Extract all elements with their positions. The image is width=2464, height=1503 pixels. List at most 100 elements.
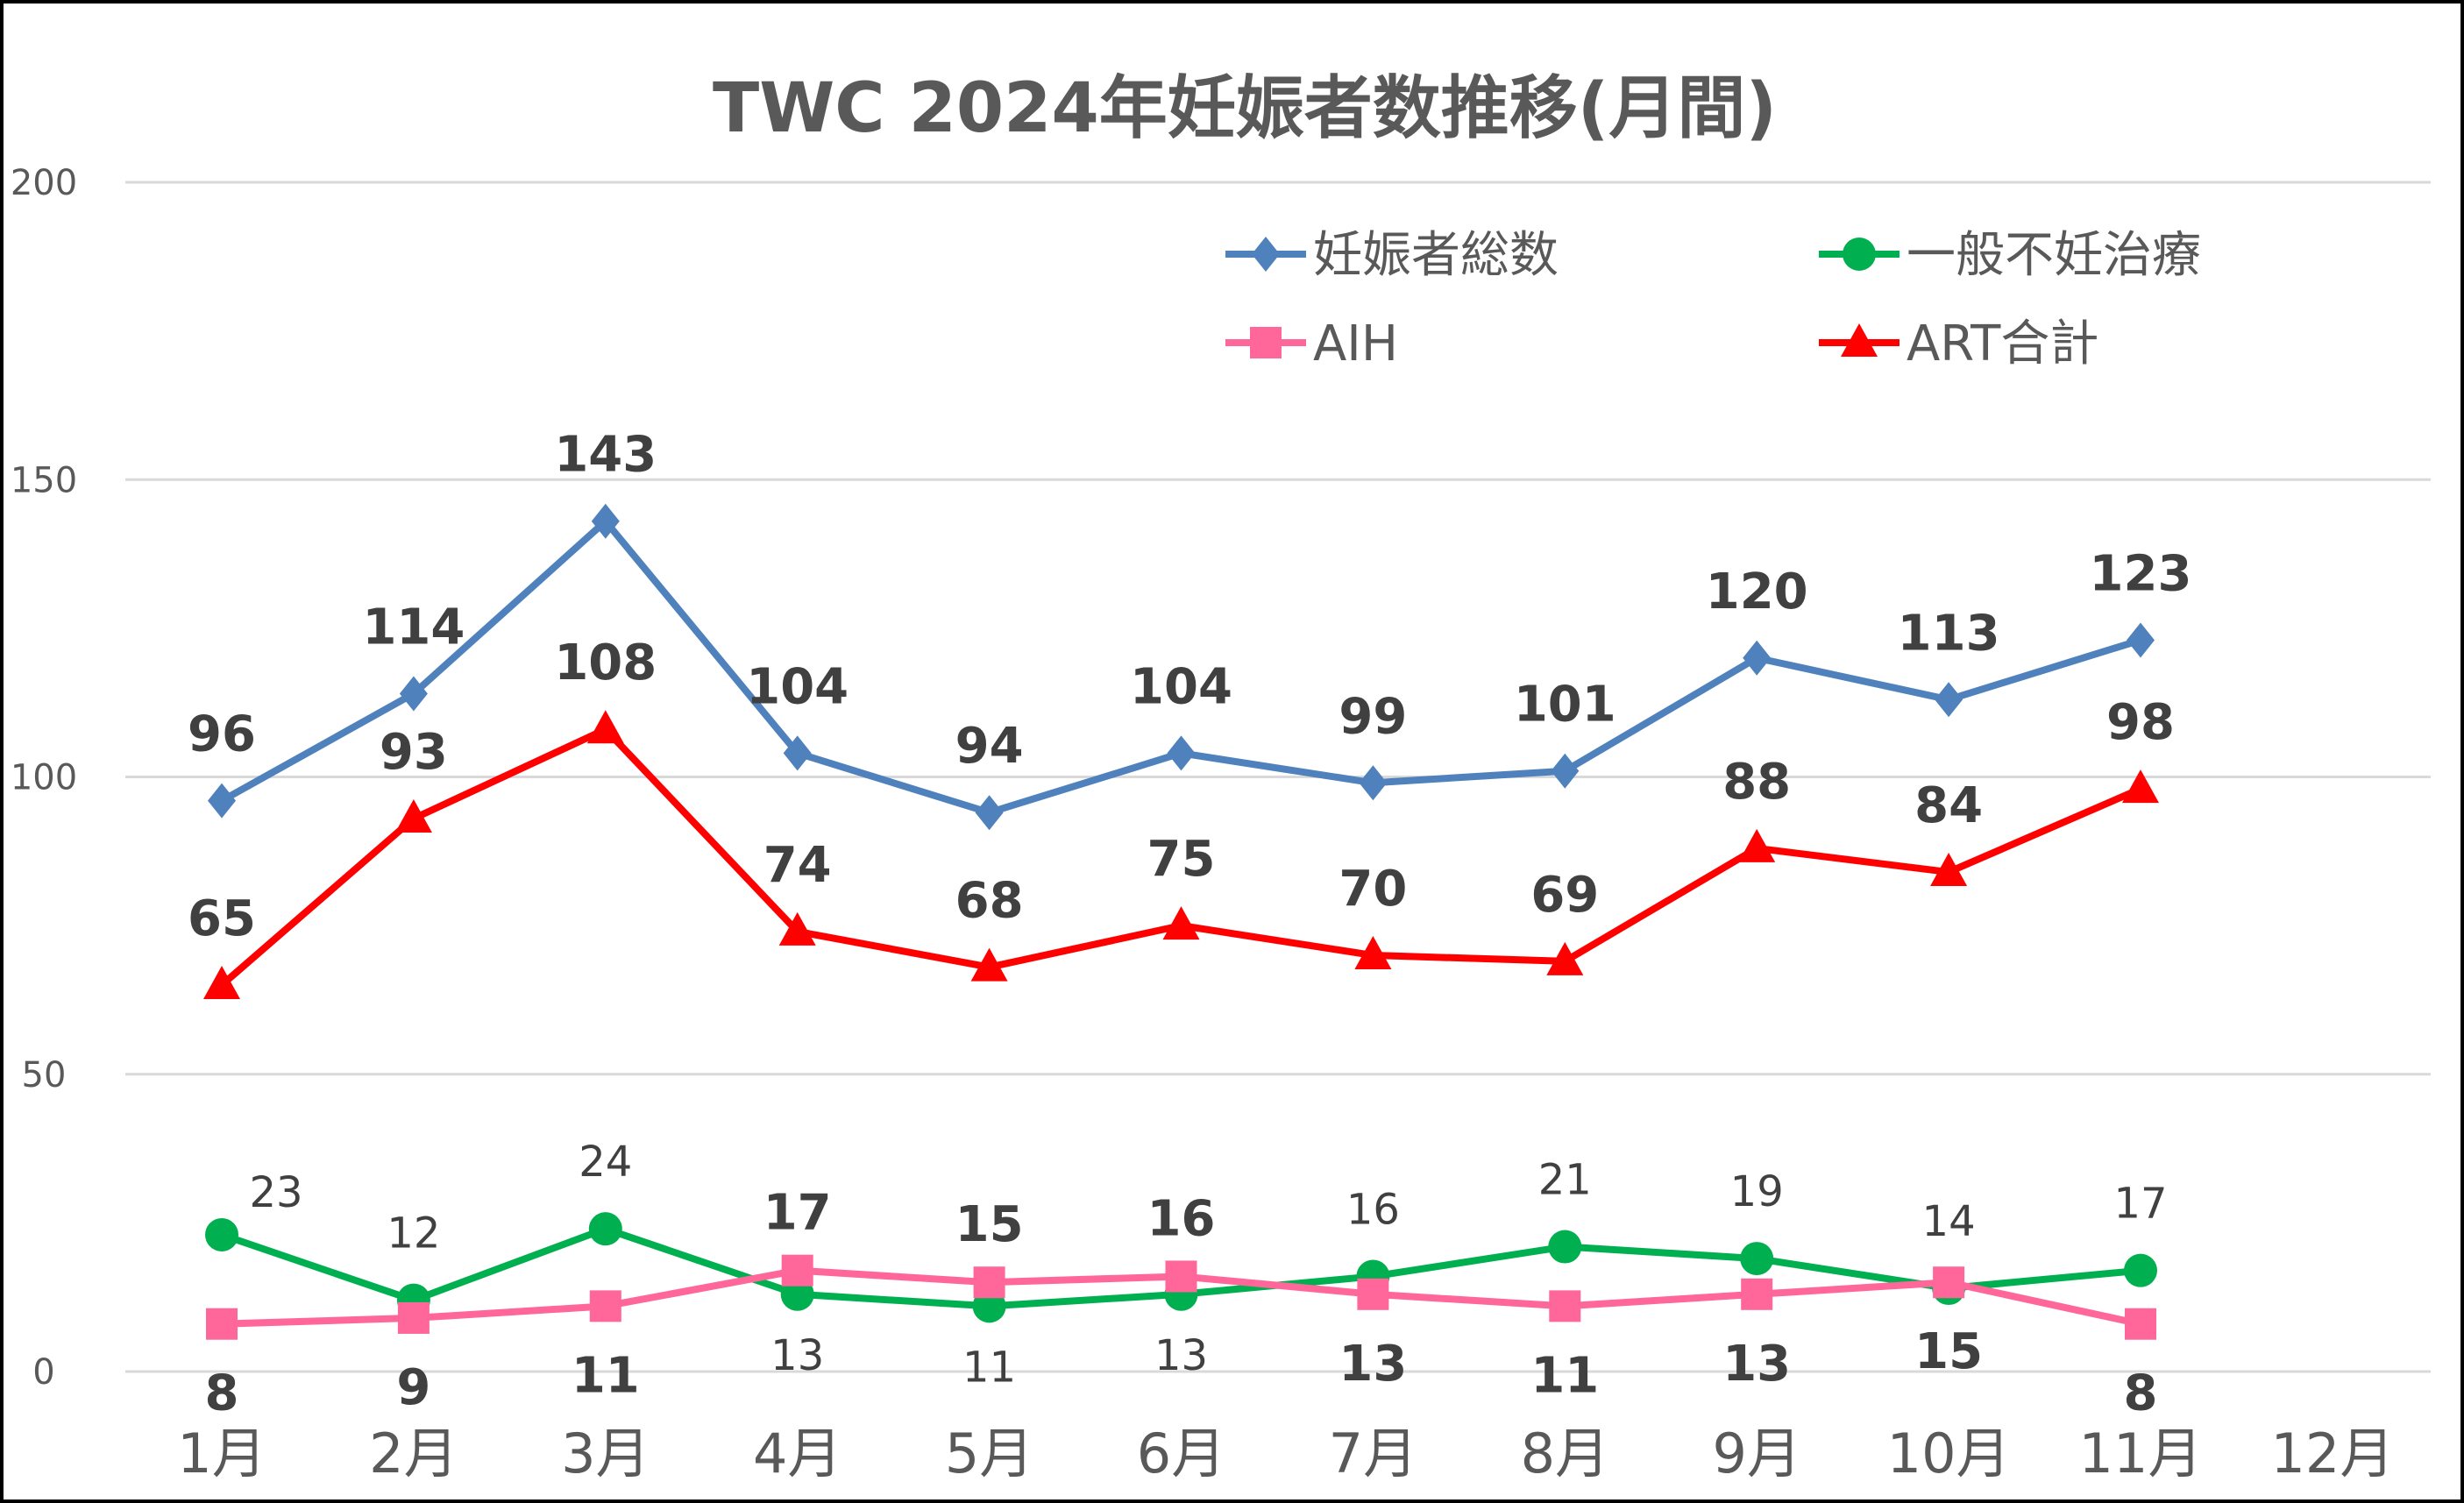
data-point-diamond: [975, 795, 1004, 831]
data-label: 108: [554, 635, 657, 691]
data-point-diamond: [1359, 765, 1388, 801]
x-tick-label: 6月: [1137, 1421, 1225, 1485]
data-label: 15: [1914, 1323, 1983, 1380]
y-tick-label: 0: [32, 1352, 54, 1393]
data-point-diamond: [399, 676, 428, 712]
data-point-square: [1549, 1290, 1581, 1322]
x-tick-label: 7月: [1329, 1421, 1417, 1485]
x-tick-label: 8月: [1521, 1421, 1609, 1485]
data-label: 9: [396, 1359, 430, 1416]
data-label: 12: [387, 1209, 440, 1258]
data-point-square: [1357, 1278, 1389, 1310]
data-point-square: [1933, 1266, 1965, 1299]
data-point-diamond: [783, 735, 812, 771]
data-point-triangle: [394, 798, 432, 833]
legend-entry: 一般不妊治療: [1819, 227, 2201, 284]
data-label: 13: [770, 1331, 824, 1380]
data-point-diamond: [208, 783, 236, 819]
y-tick-label: 50: [22, 1055, 67, 1095]
data-point-diamond: [591, 503, 620, 539]
legend-entry: ART合計: [1819, 315, 2098, 372]
legend-label: 一般不妊治療: [1907, 227, 2201, 284]
data-point-diamond: [1551, 753, 1580, 789]
data-label: 13: [1154, 1331, 1208, 1380]
y-tick-label: 100: [11, 758, 77, 798]
legend-marker-diamond: [1252, 237, 1280, 272]
legend-entry: AIH: [1225, 315, 1398, 372]
data-label: 98: [2106, 694, 2175, 751]
data-label: 65: [188, 890, 256, 947]
data-point-triangle: [1930, 853, 1968, 887]
data-point-circle: [2124, 1253, 2157, 1287]
x-tick-label: 4月: [753, 1421, 841, 1485]
legend-label: AIH: [1313, 315, 1398, 372]
data-label: 17: [763, 1185, 832, 1242]
data-label: 8: [2124, 1365, 2158, 1422]
data-label: 93: [380, 724, 448, 781]
data-label: 84: [1914, 777, 1983, 834]
data-point-triangle: [1738, 828, 1776, 862]
data-label: 14: [1922, 1197, 1976, 1246]
data-point-diamond: [1935, 682, 1963, 718]
data-label: 94: [955, 718, 1024, 775]
data-point-triangle: [2122, 769, 2159, 804]
legend-marker-square: [1250, 327, 1282, 358]
data-label: 11: [1530, 1347, 1599, 1404]
data-point-square: [589, 1290, 621, 1322]
data-label: 16: [1147, 1190, 1216, 1247]
data-point-square: [206, 1308, 238, 1340]
chart-title: TWC 2024年妊娠者数推移(月間): [713, 69, 1777, 148]
data-label: 13: [1339, 1336, 1407, 1393]
x-tick-label: 11月: [2079, 1421, 2203, 1485]
x-tick-label: 12月: [2270, 1421, 2394, 1485]
data-point-diamond: [2127, 622, 2155, 658]
data-label: 70: [1339, 861, 1407, 918]
data-label: 69: [1530, 867, 1599, 924]
y-tick-label: 150: [11, 460, 77, 500]
data-label: 123: [2090, 545, 2192, 602]
data-label: 19: [1730, 1167, 1784, 1216]
y-tick-label: 200: [11, 163, 77, 203]
data-label: 99: [1339, 688, 1407, 745]
data-point-square: [1741, 1278, 1773, 1310]
data-point-triangle: [203, 965, 240, 999]
data-label: 11: [962, 1343, 1016, 1392]
x-tick-label: 9月: [1712, 1421, 1800, 1485]
data-point-square: [397, 1301, 430, 1334]
data-label: 88: [1722, 754, 1791, 811]
data-point-triangle: [970, 947, 1008, 982]
data-label: 114: [362, 599, 465, 656]
data-point-triangle: [1546, 941, 1584, 975]
x-tick-label: 2月: [369, 1421, 458, 1485]
data-point-square: [973, 1266, 1005, 1299]
data-label: 143: [554, 427, 657, 484]
data-point-circle: [588, 1212, 622, 1246]
data-label: 16: [1346, 1185, 1400, 1234]
data-label: 120: [1706, 564, 1808, 620]
data-label: 68: [955, 873, 1024, 930]
data-point-triangle: [778, 911, 816, 946]
data-point-square: [781, 1254, 813, 1287]
data-label: 13: [1722, 1336, 1791, 1393]
data-point-triangle: [1354, 936, 1392, 970]
x-tick-label: 1月: [177, 1421, 266, 1485]
data-point-diamond: [1167, 735, 1196, 771]
data-label: 24: [579, 1138, 632, 1187]
data-label: 8: [205, 1365, 239, 1422]
x-tick-label: 3月: [561, 1421, 650, 1485]
legend-entry: 妊娠者総数: [1225, 227, 1559, 284]
data-label: 96: [188, 706, 256, 763]
data-point-diamond: [1743, 640, 1772, 676]
data-label: 17: [2113, 1180, 2167, 1229]
data-label: 74: [763, 837, 832, 894]
data-label: 75: [1147, 831, 1216, 888]
x-tick-label: 5月: [945, 1421, 1033, 1485]
data-point-triangle: [1162, 906, 1200, 940]
data-point-circle: [205, 1217, 238, 1251]
data-label: 104: [1130, 658, 1232, 715]
data-label: 113: [1898, 605, 2000, 662]
data-point-triangle: [586, 710, 624, 744]
data-point-square: [2125, 1308, 2156, 1340]
data-label: 11: [572, 1347, 640, 1404]
